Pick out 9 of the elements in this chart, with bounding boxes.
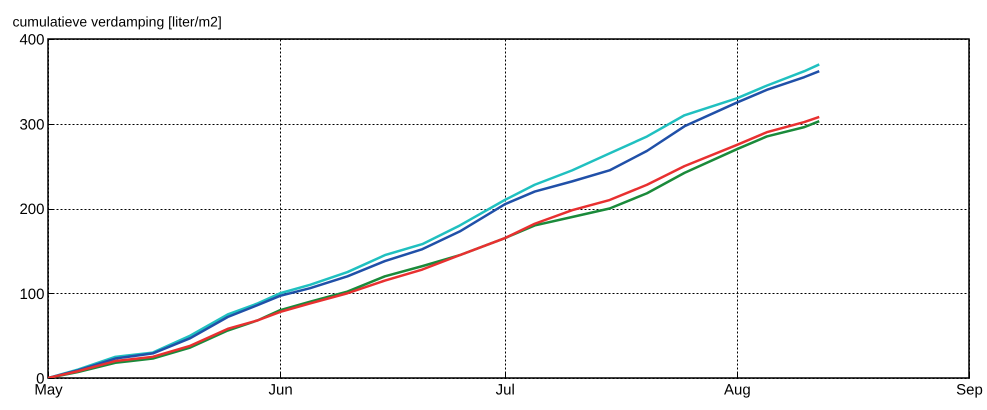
x-tick-label: Aug [724,382,751,398]
y-axis-title: cumulatieve verdamping [liter/m2] [12,14,222,30]
y-tick-label: 300 [19,116,44,134]
y-tick-label: 200 [19,201,44,218]
y-tick-label: 100 [19,286,44,303]
x-tick-label: Jun [268,382,293,398]
y-tick-label: 400 [19,32,44,48]
x-tick-label: Jul [496,382,515,398]
x-tick-label: Sep [956,382,983,398]
